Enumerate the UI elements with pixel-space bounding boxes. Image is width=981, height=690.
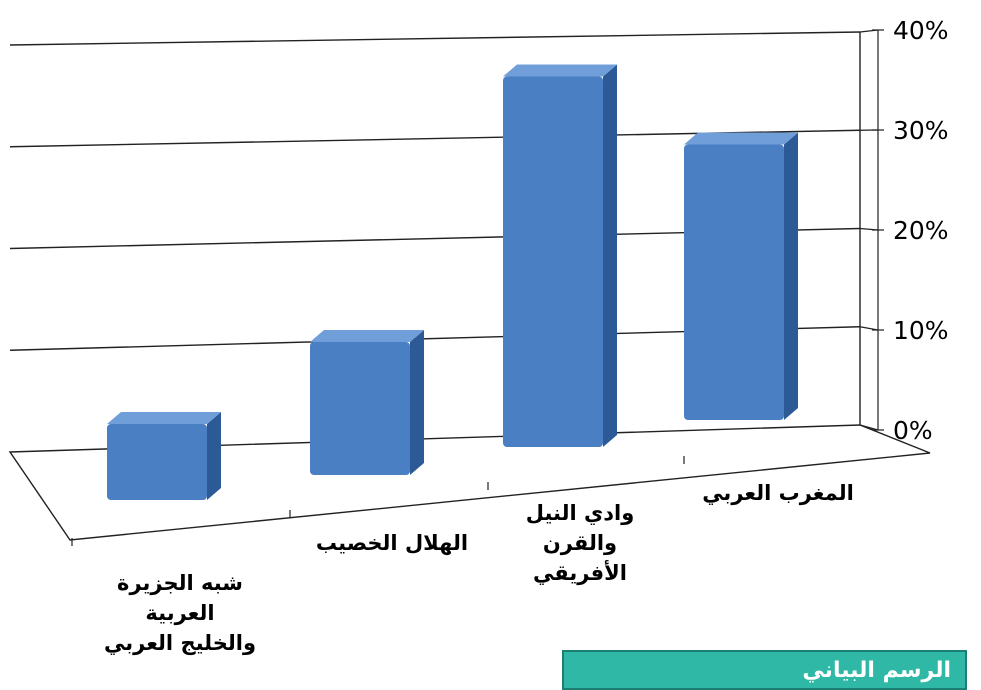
bar-side: [784, 133, 798, 421]
category-label: شبه الجزيرة: [117, 571, 243, 595]
bar-front: [107, 424, 207, 500]
bar-side: [410, 330, 424, 475]
y-tick-label: 40%: [893, 16, 949, 45]
y-tick-label: 20%: [893, 216, 949, 245]
category-label: الهلال الخصيب: [316, 531, 468, 555]
bar-side: [207, 412, 221, 500]
category-label: والقرن: [543, 531, 617, 555]
category-label: والخليج العربي: [104, 631, 256, 655]
y-tick-label: 30%: [893, 116, 949, 145]
bar: [503, 65, 617, 448]
bar-front: [310, 342, 410, 475]
caption-text: الرسم البياني: [802, 658, 951, 683]
bar: [107, 412, 221, 500]
category-label: العربية: [145, 601, 214, 625]
bar-top: [684, 133, 798, 145]
gridline: [10, 32, 860, 45]
value-axis: 0% 10% 20% 30% 40%: [860, 16, 949, 445]
bar: [684, 133, 798, 421]
bar-side: [603, 65, 617, 448]
bar-front: [503, 77, 603, 448]
bars: [107, 65, 798, 501]
caption-box: الرسم البياني: [562, 650, 967, 690]
category-label: وادي النيل: [526, 501, 635, 526]
category-label: الأفريقي: [533, 559, 627, 585]
bar-top: [107, 412, 221, 424]
bar: [310, 330, 424, 475]
bar-top: [503, 65, 617, 77]
bar-front: [684, 145, 784, 421]
y-tick-label: 0%: [893, 416, 933, 445]
bar-top: [310, 330, 424, 342]
category-label: المغرب العربي: [702, 481, 854, 505]
y-tick-label: 10%: [893, 316, 949, 345]
